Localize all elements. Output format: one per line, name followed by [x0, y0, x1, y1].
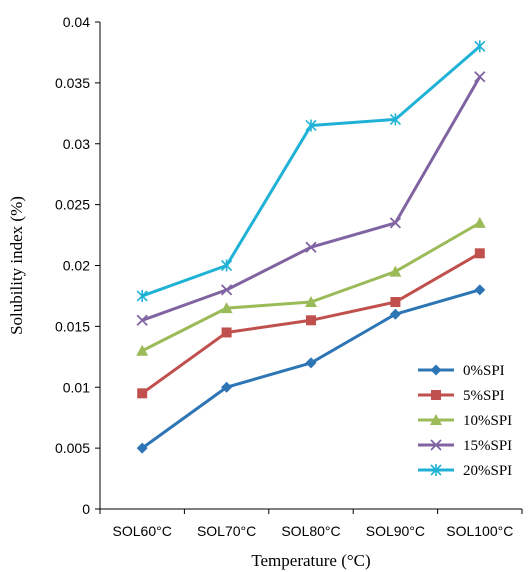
legend-item: 15%SPI	[418, 438, 512, 454]
data-point	[305, 357, 317, 369]
data-point	[390, 297, 401, 308]
x-axis: SOL60°C SOL70°C SOL80°C SOL90°C SOL100°C	[99, 508, 523, 539]
y-tick-label: 0	[82, 501, 90, 517]
data-point	[221, 259, 233, 272]
legend-marker	[430, 414, 442, 425]
legend-marker	[430, 364, 442, 376]
y-tick-label: 0.04	[63, 14, 90, 30]
data-point	[220, 284, 233, 296]
data-point	[221, 381, 233, 393]
series-layer	[136, 40, 486, 454]
legend-item: 0%SPI	[418, 363, 505, 379]
data-point	[306, 315, 316, 326]
data-point	[136, 289, 148, 302]
data-point	[136, 442, 148, 454]
legend-marker	[430, 464, 442, 476]
series-3	[136, 71, 486, 326]
x-tick-label: SOL90°C	[366, 523, 425, 539]
legend-label: 5%SPI	[463, 388, 505, 404]
x-tick-label: SOL100°C	[446, 523, 513, 539]
data-point	[305, 296, 317, 308]
data-point	[474, 284, 486, 296]
data-point	[389, 265, 402, 277]
y-axis-title: Solubility index (%)	[7, 196, 26, 335]
x-tick-label: SOL70°C	[197, 523, 256, 539]
y-tick-label: 0.025	[55, 197, 90, 213]
legend-marker	[431, 390, 441, 400]
legend-item: 5%SPI	[418, 388, 505, 404]
y-tick-label: 0.01	[63, 379, 90, 395]
data-point	[474, 71, 486, 83]
series-4	[136, 40, 486, 302]
x-tick-label: SOL60°C	[113, 523, 172, 539]
data-point	[389, 308, 401, 320]
y-tick-label: 0.035	[55, 75, 90, 91]
data-point	[221, 327, 232, 338]
legend-label: 10%SPI	[463, 413, 512, 429]
data-point	[473, 216, 486, 228]
y-tick-label: 0.005	[55, 440, 90, 456]
legend-label: 20%SPI	[463, 463, 512, 479]
legend-item: 20%SPI	[418, 463, 512, 479]
series-2	[136, 216, 486, 356]
series-0	[136, 284, 486, 454]
data-point	[136, 314, 148, 326]
x-axis-title: Temperature (°C)	[251, 551, 370, 570]
series-1	[137, 248, 485, 399]
legend: 0%SPI 5%SPI 10%SPI 15%SPI 20%SPI	[418, 363, 512, 479]
series-line	[141, 221, 481, 353]
data-point	[474, 40, 486, 53]
data-point	[220, 302, 233, 314]
series-line	[141, 45, 481, 298]
data-point	[389, 113, 401, 126]
y-axis: 0 0.005 0.01 0.015 0.02 0.025 0.03 0.035 0.04	[55, 14, 101, 517]
data-point	[474, 248, 485, 259]
y-tick-label: 0.03	[63, 136, 90, 152]
legend-label: 15%SPI	[463, 438, 512, 454]
legend-label: 0%SPI	[463, 363, 505, 379]
x-tick-label: SOL80°C	[281, 523, 340, 539]
legend-item: 10%SPI	[418, 413, 512, 429]
data-point	[137, 388, 148, 399]
data-point	[305, 241, 317, 253]
y-tick-label: 0.02	[63, 258, 90, 274]
legend-marker	[430, 439, 442, 451]
y-tick-label: 0.015	[55, 318, 90, 334]
data-point	[305, 119, 317, 132]
data-point	[136, 344, 149, 356]
data-point	[389, 217, 402, 229]
